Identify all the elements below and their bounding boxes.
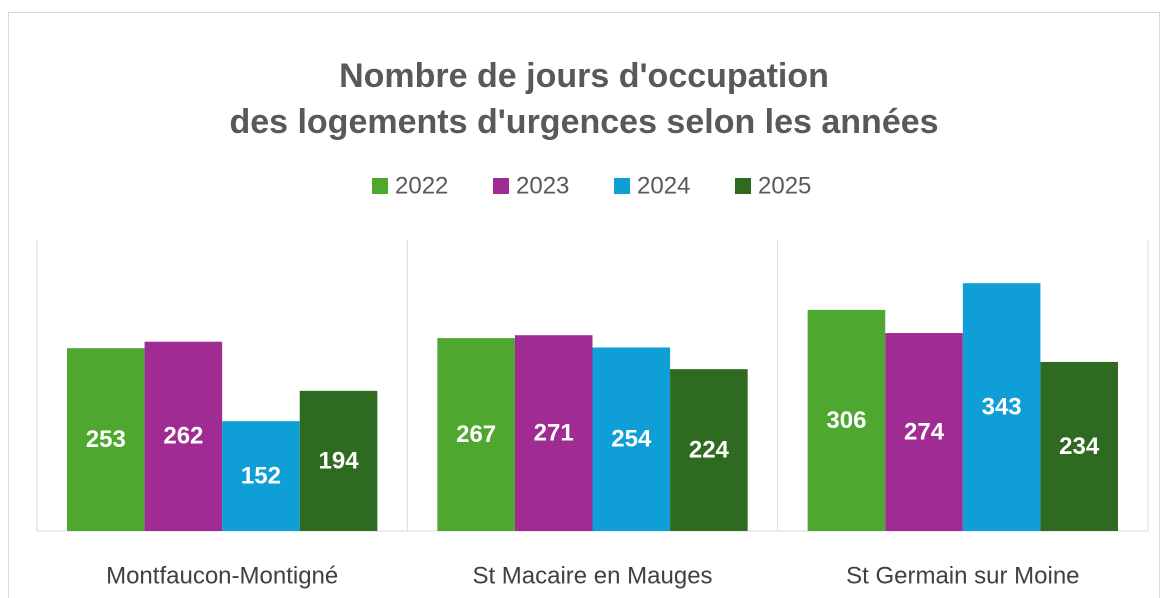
legend-swatch <box>493 178 509 194</box>
legend-swatch <box>614 178 630 194</box>
data-label: 234 <box>1059 433 1100 460</box>
x-tick-label: Montfaucon-Montigné <box>106 562 338 589</box>
legend-label: 2024 <box>637 172 690 199</box>
bar <box>670 369 748 531</box>
data-label: 224 <box>689 436 730 463</box>
chart-title: des logements d'urgences selon les année… <box>229 103 938 141</box>
data-label: 152 <box>241 462 281 489</box>
legend-swatch <box>735 178 751 194</box>
legend-swatch <box>372 178 388 194</box>
data-label: 254 <box>611 426 652 453</box>
data-label: 267 <box>456 421 496 448</box>
bar <box>1040 361 1118 531</box>
bar <box>222 421 300 531</box>
data-label: 262 <box>163 423 203 450</box>
bar <box>144 341 223 531</box>
x-tick-label: St Germain sur Moine <box>846 562 1079 589</box>
bar <box>67 348 145 531</box>
data-label: 343 <box>982 393 1022 420</box>
bar <box>299 390 378 531</box>
data-label: 194 <box>319 447 360 474</box>
bar <box>962 283 1041 531</box>
legend-label: 2022 <box>395 172 448 199</box>
x-tick-label: St Macaire en Mauges <box>472 562 712 589</box>
bar <box>514 335 593 531</box>
data-label: 253 <box>86 426 126 453</box>
bar <box>807 309 886 531</box>
chart-title: Nombre de jours d'occupation <box>339 57 829 95</box>
bar <box>885 333 963 531</box>
bar <box>592 347 671 531</box>
data-label: 274 <box>904 418 945 445</box>
bar <box>437 338 515 531</box>
legend-label: 2025 <box>758 172 811 199</box>
data-label: 306 <box>826 407 866 434</box>
legend-label: 2023 <box>516 172 569 199</box>
data-label: 271 <box>534 419 574 446</box>
